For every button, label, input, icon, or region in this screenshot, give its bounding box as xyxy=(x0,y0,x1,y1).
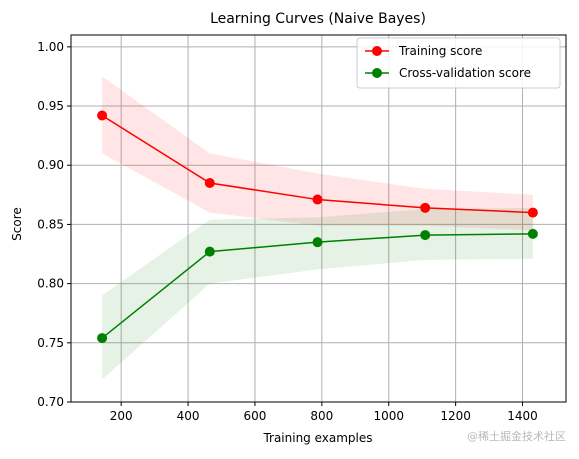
series-1-point-1 xyxy=(204,246,215,257)
y-tick-label-4: 0.90 xyxy=(37,158,64,172)
chart-title: Learning Curves (Naive Bayes) xyxy=(210,11,426,27)
x-tick-label-3: 800 xyxy=(310,409,333,423)
legend-box xyxy=(356,37,561,89)
y-tick-label-3: 0.85 xyxy=(37,217,64,231)
x-tick-label-2: 600 xyxy=(243,409,266,423)
y-tick-label-2: 0.80 xyxy=(37,277,64,291)
legend-label-0: Training score xyxy=(398,44,482,58)
y-tick-label-6: 1.00 xyxy=(37,40,64,54)
legend-marker-1 xyxy=(372,68,382,78)
x-tick-label-1: 400 xyxy=(177,409,200,423)
series-0-point-2 xyxy=(312,194,323,205)
series-0-point-0 xyxy=(97,110,108,121)
y-tick-label-1: 0.75 xyxy=(37,336,64,350)
series-0-band xyxy=(102,76,533,231)
y-axis-label: Score xyxy=(10,207,24,241)
watermark: @稀土掘金技术社区 xyxy=(467,429,566,443)
axes-ticks: 200 400 600 800 1000 1200 1400 0.70 0.75 0.80 0.85… xyxy=(37,40,538,423)
x-tick-label-4: 1000 xyxy=(373,409,404,423)
legend-marker-0 xyxy=(372,46,382,56)
series-0-point-4 xyxy=(527,207,538,218)
series-1-point-2 xyxy=(312,237,323,248)
legend: Training score Cross-validation score xyxy=(356,37,561,89)
legend-label-1: Cross-validation score xyxy=(399,66,531,80)
series-1-point-4 xyxy=(527,228,538,239)
x-tick-label-6: 1400 xyxy=(507,409,538,423)
y-tick-label-0: 0.70 xyxy=(37,395,64,409)
plot-frame xyxy=(70,34,567,403)
y-tick-label-5: 0.95 xyxy=(37,99,64,113)
x-tick-label-5: 1200 xyxy=(440,409,471,423)
plot-area: 200 400 600 800 1000 1200 1400 0.70 0.75 0.80 0.85… xyxy=(37,34,567,423)
x-axis-label: Training examples xyxy=(262,431,372,445)
series-1-point-0 xyxy=(97,333,108,344)
series-0-point-1 xyxy=(204,177,215,188)
series-1-point-3 xyxy=(420,230,431,241)
x-tick-label-0: 200 xyxy=(110,409,133,423)
series-0-point-3 xyxy=(420,202,431,213)
